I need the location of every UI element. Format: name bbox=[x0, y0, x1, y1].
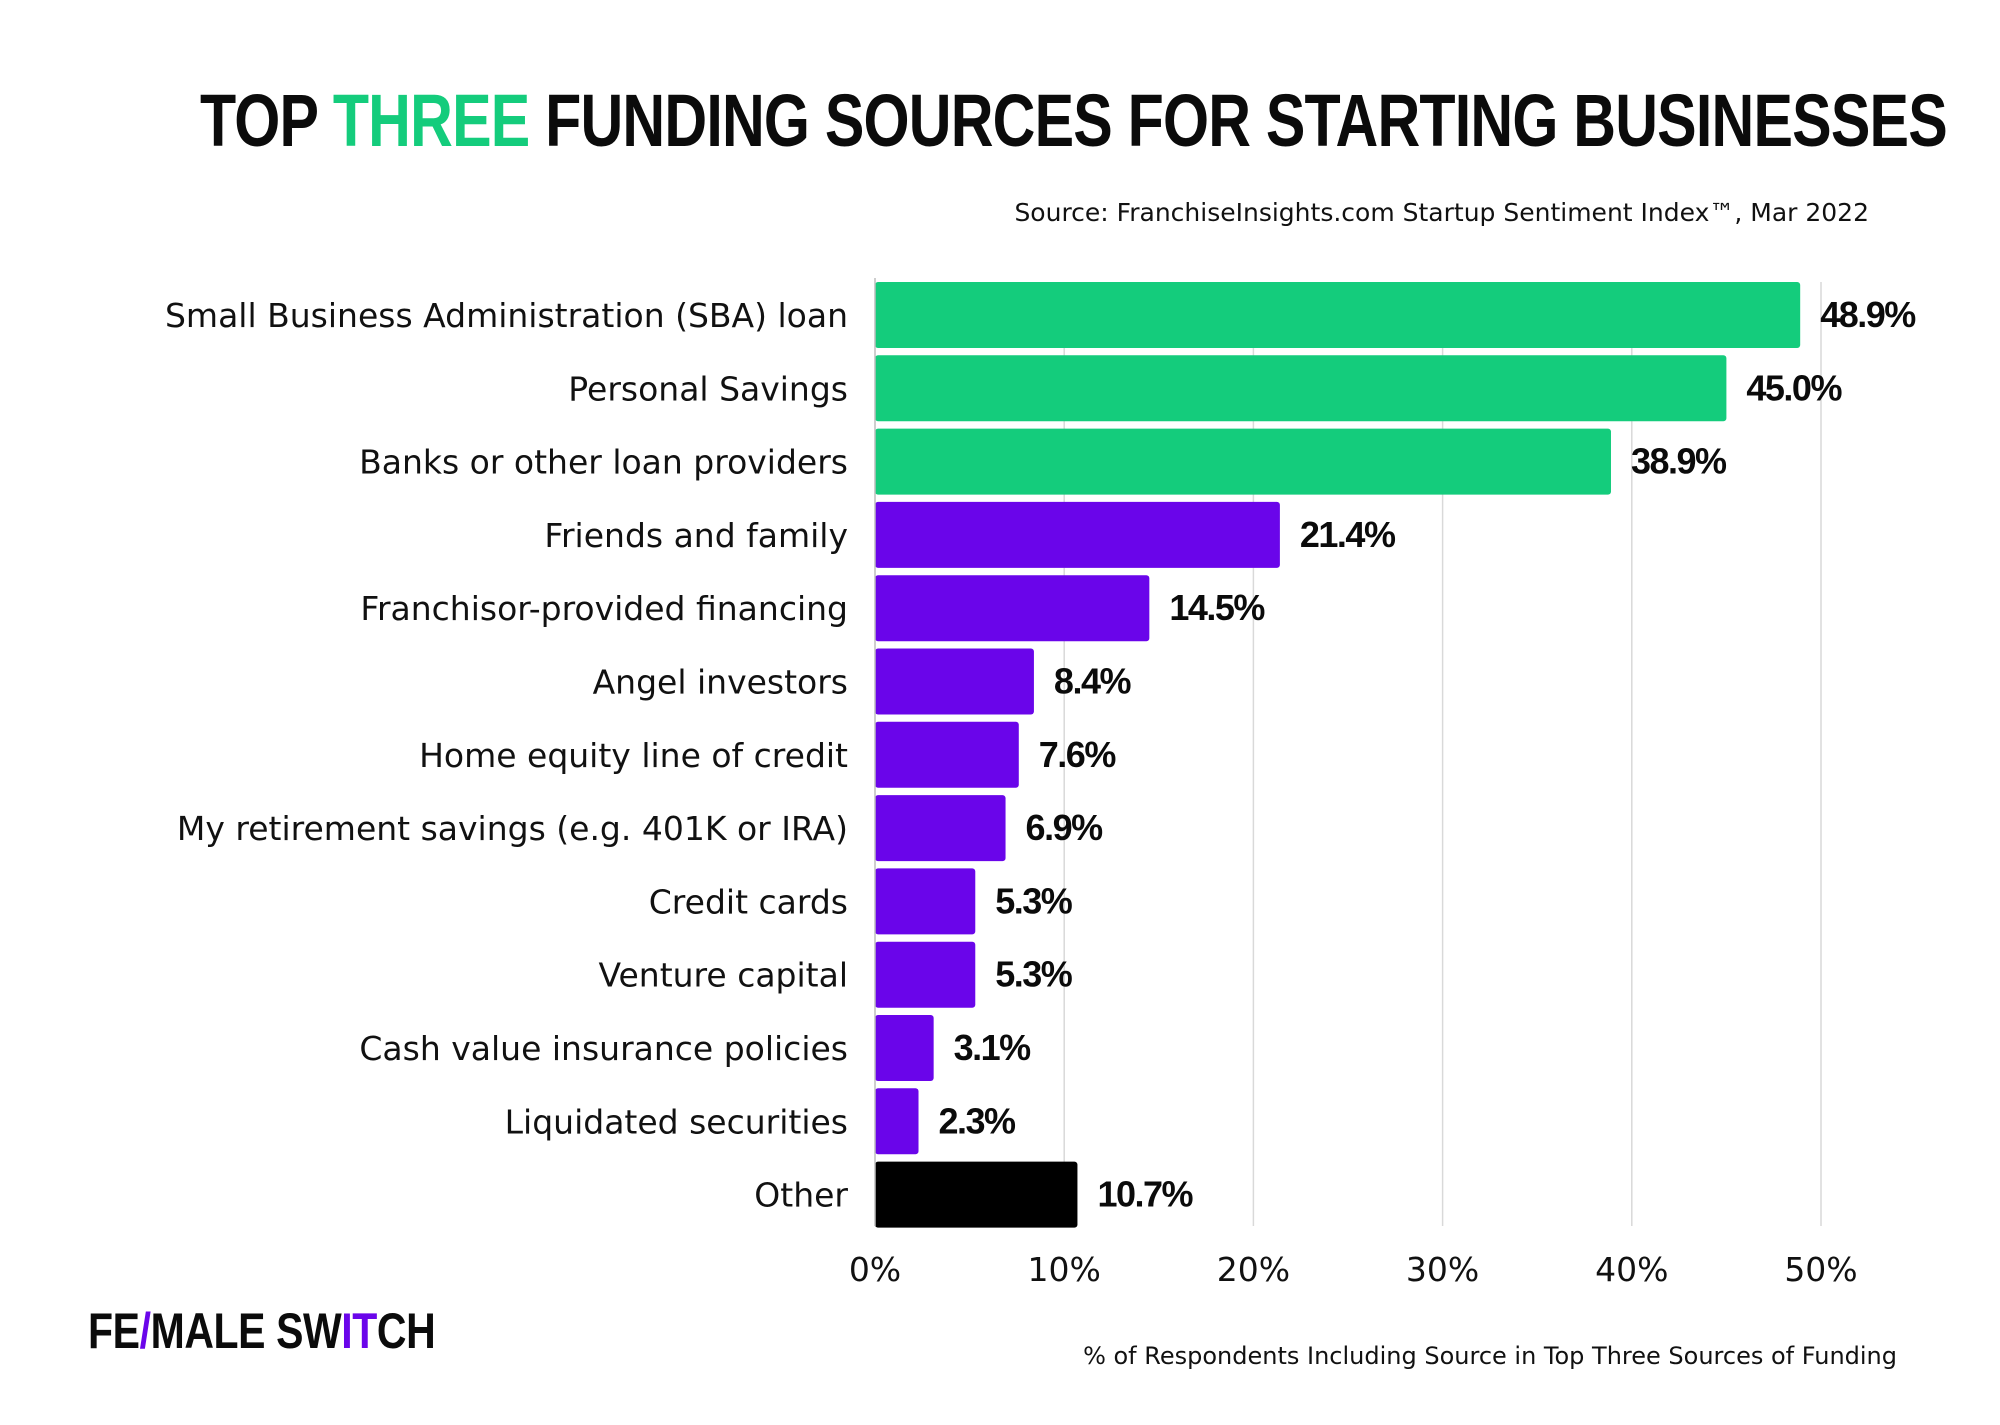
logo-part-ch: CH bbox=[376, 1303, 436, 1359]
value-label: 45.0% bbox=[1746, 367, 1842, 408]
value-label: 14.5% bbox=[1169, 587, 1265, 628]
bar bbox=[875, 428, 1611, 495]
category-label: Banks or other loan providers bbox=[359, 443, 848, 482]
value-label: 8.4% bbox=[1054, 661, 1132, 702]
bar bbox=[875, 648, 1034, 715]
x-tick-label: 50% bbox=[1784, 1250, 1857, 1289]
x-axis-label: % of Respondents Including Source in Top… bbox=[1083, 1342, 1897, 1370]
chart-title: TOP THREE FUNDING SOURCES FOR STARTING B… bbox=[200, 78, 1948, 163]
value-label: 3.1% bbox=[954, 1027, 1032, 1068]
category-label: Venture capital bbox=[598, 956, 848, 995]
category-label: Cash value insurance policies bbox=[359, 1029, 848, 1068]
title-accent-word: THREE bbox=[332, 79, 530, 162]
value-label: 48.9% bbox=[1820, 294, 1916, 335]
category-label: Angel investors bbox=[593, 663, 848, 702]
x-tick-label: 10% bbox=[1028, 1250, 1101, 1289]
bar bbox=[875, 941, 976, 1008]
bar bbox=[875, 1161, 1078, 1228]
category-label: Liquidated securities bbox=[505, 1102, 848, 1141]
bar bbox=[875, 868, 976, 935]
category-label: Friends and family bbox=[544, 516, 848, 555]
logo-part-male-sw: MALE SW bbox=[150, 1303, 342, 1359]
category-label: Other bbox=[754, 1176, 848, 1215]
title-start: TOP bbox=[200, 79, 333, 162]
value-label: 6.9% bbox=[1026, 807, 1104, 848]
category-label: My retirement savings (e.g. 401K or IRA) bbox=[177, 809, 848, 848]
value-label: 2.3% bbox=[939, 1100, 1017, 1141]
logo-part-fe: FE bbox=[88, 1303, 140, 1359]
bar bbox=[875, 1088, 919, 1155]
bar bbox=[875, 721, 1019, 788]
value-label: 5.3% bbox=[995, 954, 1073, 995]
category-label: Personal Savings bbox=[568, 369, 848, 408]
value-label: 10.7% bbox=[1097, 1174, 1193, 1215]
value-label: 38.9% bbox=[1631, 441, 1727, 482]
value-label: 5.3% bbox=[995, 880, 1073, 921]
x-tick-label: 0% bbox=[849, 1250, 901, 1289]
category-label: Credit cards bbox=[649, 882, 848, 921]
logo-slash: / bbox=[139, 1303, 151, 1359]
female-switch-logo: FE/MALE SWITCH bbox=[88, 1302, 436, 1360]
category-label: Small Business Administration (SBA) loan bbox=[165, 296, 848, 335]
logo-highlight-it: IT bbox=[341, 1303, 377, 1359]
bar bbox=[875, 282, 1801, 348]
value-label: 21.4% bbox=[1300, 514, 1396, 555]
bar bbox=[875, 501, 1280, 568]
x-tick-label: 20% bbox=[1217, 1250, 1290, 1289]
bar bbox=[875, 575, 1150, 642]
bar bbox=[875, 355, 1727, 422]
category-label: Franchisor-provided financing bbox=[360, 589, 848, 628]
x-tick-label: 30% bbox=[1406, 1250, 1479, 1289]
title-end: FUNDING SOURCES FOR STARTING BUSINESSES bbox=[529, 79, 1948, 162]
category-label: Home equity line of credit bbox=[419, 736, 848, 775]
bar bbox=[875, 795, 1006, 862]
value-label: 7.6% bbox=[1039, 734, 1117, 775]
source-note: Source: FranchiseInsights.com Startup Se… bbox=[1014, 198, 1869, 227]
x-tick-label: 40% bbox=[1595, 1250, 1668, 1289]
bar bbox=[875, 1015, 934, 1081]
